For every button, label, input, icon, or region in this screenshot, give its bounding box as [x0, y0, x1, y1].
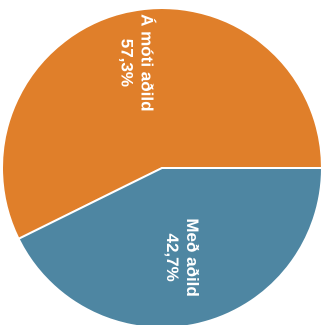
pie-label-1: Með aðild: [183, 218, 202, 296]
pie-value-label-0: 57,3%: [117, 39, 136, 87]
pie-value-label-1: 42,7%: [163, 233, 182, 281]
pie-label-0: Á móti aðild: [137, 14, 156, 111]
pie-slices: [1, 7, 324, 325]
pie-slice-0: [1, 7, 324, 241]
pie-slice-1: [17, 167, 324, 325]
